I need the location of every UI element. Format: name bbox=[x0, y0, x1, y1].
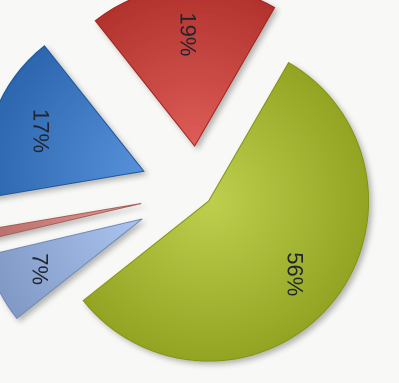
slices-layer bbox=[0, 0, 370, 362]
slice-label-7pct: 7% bbox=[28, 253, 53, 285]
pie-slice-7pct bbox=[0, 218, 143, 320]
pie-slice-1pct bbox=[0, 202, 142, 238]
pie-slice-17pct bbox=[0, 45, 145, 197]
slice-label-19pct: 19% bbox=[176, 12, 201, 56]
pie-slice-56pct bbox=[82, 61, 370, 362]
pie-slice-19pct bbox=[94, 0, 276, 148]
slice-label-17pct: 17% bbox=[28, 109, 53, 153]
labels-layer: 56%7%1%17%19% bbox=[28, 12, 308, 296]
slice-label-56pct: 56% bbox=[283, 252, 308, 296]
